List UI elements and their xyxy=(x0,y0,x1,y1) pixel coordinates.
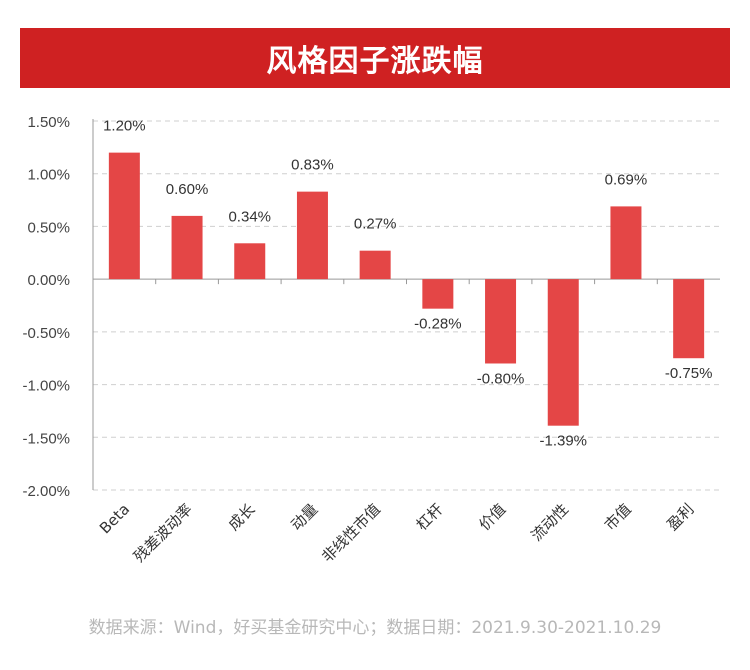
y-tick-label: -1.00% xyxy=(22,378,70,395)
x-tick-label: 动量 xyxy=(287,500,321,534)
bar xyxy=(171,215,203,280)
data-label: 0.34% xyxy=(228,208,271,225)
y-tick-label: 0.50% xyxy=(27,219,70,236)
data-label: -0.80% xyxy=(477,370,525,387)
chart-title: 风格因子涨跌幅 xyxy=(20,28,730,88)
x-tick-label: 成长 xyxy=(225,500,259,534)
y-tick-label: 0.00% xyxy=(27,272,70,289)
x-tick-label: 杠杆 xyxy=(413,500,447,534)
x-tick-label: 盈利 xyxy=(664,500,698,534)
y-tick-label: -1.50% xyxy=(22,430,70,447)
data-label: 0.83% xyxy=(291,157,334,174)
x-tick-label: 残差波动率 xyxy=(130,500,196,566)
bar xyxy=(673,279,705,359)
x-tick-label: 流动性 xyxy=(528,500,573,545)
bar xyxy=(108,152,140,280)
data-label: 0.60% xyxy=(166,181,209,198)
x-tick-label: 市值 xyxy=(601,500,635,534)
data-label: -0.75% xyxy=(665,365,713,382)
data-label: 0.27% xyxy=(354,216,397,233)
x-tick-label: Beta xyxy=(96,500,133,537)
bar xyxy=(422,279,454,309)
bar xyxy=(296,191,328,280)
data-label: 0.69% xyxy=(605,171,648,188)
y-tick-label: -0.50% xyxy=(22,325,70,342)
data-label: -1.39% xyxy=(539,433,587,450)
bar xyxy=(359,250,391,280)
data-label: -0.28% xyxy=(414,316,462,333)
data-source-note: 数据来源：Wind，好买基金研究中心；数据日期：2021.9.30-2021.1… xyxy=(88,618,662,638)
x-tick-label: 价值 xyxy=(475,500,509,534)
bar xyxy=(547,279,579,426)
bar xyxy=(610,206,642,280)
data-label: 1.20% xyxy=(103,118,146,135)
bar xyxy=(485,279,517,364)
bar xyxy=(234,243,266,280)
y-tick-label: -2.00% xyxy=(22,483,70,500)
x-tick-label: 非线性市值 xyxy=(318,500,384,566)
y-tick-label: 1.50% xyxy=(27,114,70,131)
y-tick-label: 1.00% xyxy=(27,167,70,184)
